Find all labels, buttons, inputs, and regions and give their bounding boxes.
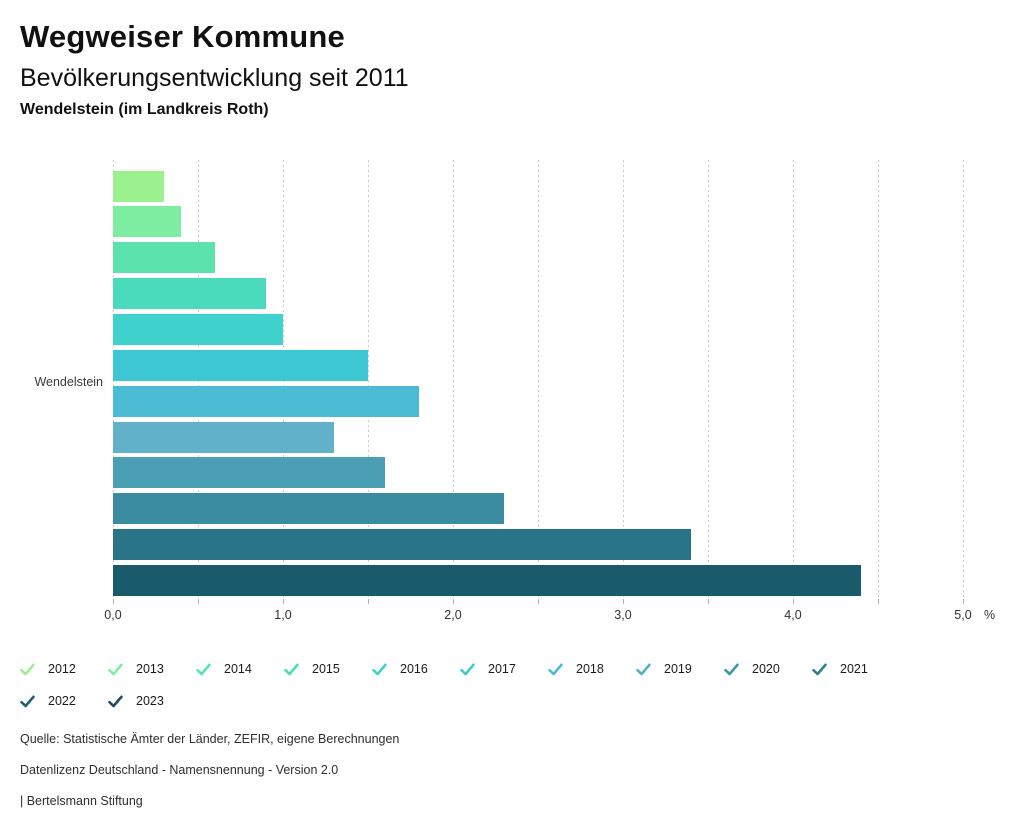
x-tick-label: 3,0 <box>614 608 632 622</box>
legend-item-2021[interactable]: 2021 <box>812 661 868 677</box>
page-title: Wegweiser Kommune <box>20 19 345 54</box>
gridline <box>963 160 964 599</box>
check-icon <box>460 663 475 675</box>
x-axis-tick <box>453 599 454 604</box>
x-axis-tick <box>368 599 369 604</box>
x-axis-tick <box>113 599 114 604</box>
legend-item-label: 2020 <box>752 662 780 676</box>
source-text: Quelle: Statistische Ämter der Länder, Z… <box>20 732 400 746</box>
gridline <box>368 160 369 599</box>
x-axis-tick <box>198 599 199 604</box>
chart-legend: 2012 2013 2014 2015 2016 2017 2018 2019 2020 2021… <box>0 661 1024 725</box>
x-axis-tick <box>708 599 709 604</box>
page-subtitle: Bevölkerungsentwicklung seit 2011 <box>20 64 409 92</box>
bar-2021[interactable] <box>113 493 504 525</box>
check-icon <box>372 663 387 675</box>
check-icon <box>548 663 563 675</box>
x-axis-tick <box>538 599 539 604</box>
bar-2020[interactable] <box>113 457 385 489</box>
legend-item-label: 2013 <box>136 662 164 676</box>
bar-2017[interactable] <box>113 349 368 381</box>
legend-item-label: 2023 <box>136 694 164 708</box>
x-tick-label: 1,0 <box>274 608 292 622</box>
legend-item-label: 2022 <box>48 694 76 708</box>
bar-2019[interactable] <box>113 421 334 453</box>
bar-2018[interactable] <box>113 385 419 417</box>
bar-2016[interactable] <box>113 313 283 345</box>
check-icon <box>284 663 299 675</box>
legend-item-label: 2016 <box>400 662 428 676</box>
attribution-text: | Bertelsmann Stiftung <box>20 794 143 808</box>
legend-item-2018[interactable]: 2018 <box>548 661 604 677</box>
license-text: Datenlizenz Deutschland - Namensnennung … <box>20 763 339 777</box>
check-icon <box>20 695 35 707</box>
bar-2013[interactable] <box>113 206 181 238</box>
bar-2012[interactable] <box>113 170 164 202</box>
legend-item-label: 2014 <box>224 662 252 676</box>
x-axis-tick <box>283 599 284 604</box>
check-icon <box>196 663 211 675</box>
x-axis-tick <box>623 599 624 604</box>
check-icon <box>20 663 35 675</box>
x-axis-tick <box>793 599 794 604</box>
bar-2015[interactable] <box>113 278 266 310</box>
gridline <box>708 160 709 599</box>
gridline <box>623 160 624 599</box>
legend-item-2023[interactable]: 2023 <box>108 693 164 709</box>
page-location: Wendelstein (im Landkreis Roth) <box>20 101 269 118</box>
bar-2023[interactable] <box>113 564 861 596</box>
legend-item-label: 2021 <box>840 662 868 676</box>
legend-item-label: 2019 <box>664 662 692 676</box>
legend-item-label: 2018 <box>576 662 604 676</box>
legend-item-label: 2012 <box>48 662 76 676</box>
x-tick-label: 4,0 <box>784 608 802 622</box>
legend-item-2022[interactable]: 2022 <box>20 693 76 709</box>
check-icon <box>636 663 651 675</box>
x-tick-label: 0,0 <box>104 608 122 622</box>
legend-item-2013[interactable]: 2013 <box>108 661 164 677</box>
y-axis-label: Wendelstein <box>34 375 103 389</box>
gridline <box>538 160 539 599</box>
gridline <box>793 160 794 599</box>
bar-2022[interactable] <box>113 529 691 561</box>
check-icon <box>108 695 123 707</box>
legend-item-2017[interactable]: 2017 <box>460 661 516 677</box>
legend-item-2019[interactable]: 2019 <box>636 661 692 677</box>
legend-item-2015[interactable]: 2015 <box>284 661 340 677</box>
population-bar-chart: Wendelstein 0,0 1,0 2,0 3,0 4,0 5,0 % <box>0 160 1024 630</box>
bar-2014[interactable] <box>113 242 215 274</box>
x-axis-unit: % <box>984 608 996 622</box>
legend-item-label: 2017 <box>488 662 516 676</box>
legend-item-label: 2015 <box>312 662 340 676</box>
x-axis-tick <box>963 599 964 604</box>
x-tick-label: 2,0 <box>444 608 462 622</box>
check-icon <box>724 663 739 675</box>
legend-item-2012[interactable]: 2012 <box>20 661 76 677</box>
check-icon <box>108 663 123 675</box>
legend-item-2020[interactable]: 2020 <box>724 661 780 677</box>
legend-item-2014[interactable]: 2014 <box>196 661 252 677</box>
x-axis-tick <box>878 599 879 604</box>
check-icon <box>812 663 827 675</box>
gridline <box>878 160 879 599</box>
gridline <box>453 160 454 599</box>
x-tick-label: 5,0 <box>954 608 972 622</box>
chart-footer: Quelle: Statistische Ämter der Länder, Z… <box>20 733 399 826</box>
legend-item-2016[interactable]: 2016 <box>372 661 428 677</box>
